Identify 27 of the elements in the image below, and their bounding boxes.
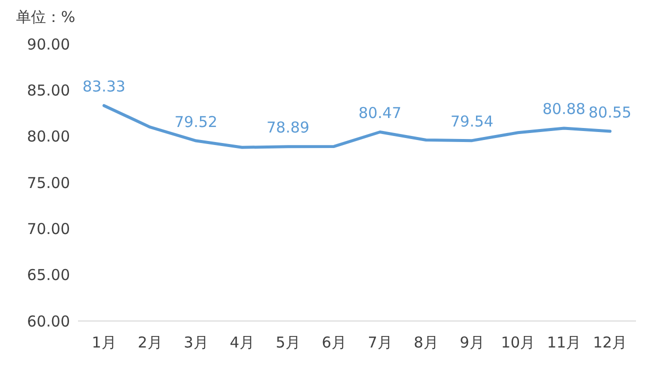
- x-tick-label: 10月: [500, 334, 536, 352]
- data-label: 79.54: [450, 112, 494, 131]
- data-label: 80.47: [358, 104, 402, 122]
- x-tick-label: 8月: [414, 334, 438, 352]
- x-tick-label: 5月: [276, 334, 300, 352]
- y-tick-label: 75.00: [27, 174, 70, 192]
- y-tick-label: 90.00: [27, 35, 70, 54]
- data-label: 78.89: [266, 118, 310, 137]
- y-axis-title: 单位：%: [16, 8, 76, 27]
- x-tick-label: 12月: [592, 334, 628, 352]
- x-tick-label: 6月: [322, 334, 346, 352]
- x-tick-label: 7月: [368, 334, 392, 352]
- y-tick-label: 65.00: [27, 266, 70, 284]
- x-tick-label: 9月: [460, 334, 484, 352]
- y-tick-label: 85.00: [27, 81, 70, 100]
- y-tick-label: 60.00: [27, 312, 70, 330]
- y-tick-label: 70.00: [27, 220, 70, 238]
- data-label: 80.88: [542, 100, 586, 118]
- data-label: 83.33: [82, 78, 126, 96]
- x-tick-label: 2月: [138, 334, 162, 352]
- x-tick-label: 4月: [230, 334, 254, 352]
- data-label: 79.52: [174, 112, 218, 131]
- x-tick-label: 1月: [92, 334, 116, 352]
- y-tick-label: 80.00: [27, 128, 70, 146]
- x-tick-label: 11月: [546, 334, 582, 352]
- x-tick-label: 3月: [184, 334, 208, 352]
- data-label: 80.55: [588, 103, 632, 122]
